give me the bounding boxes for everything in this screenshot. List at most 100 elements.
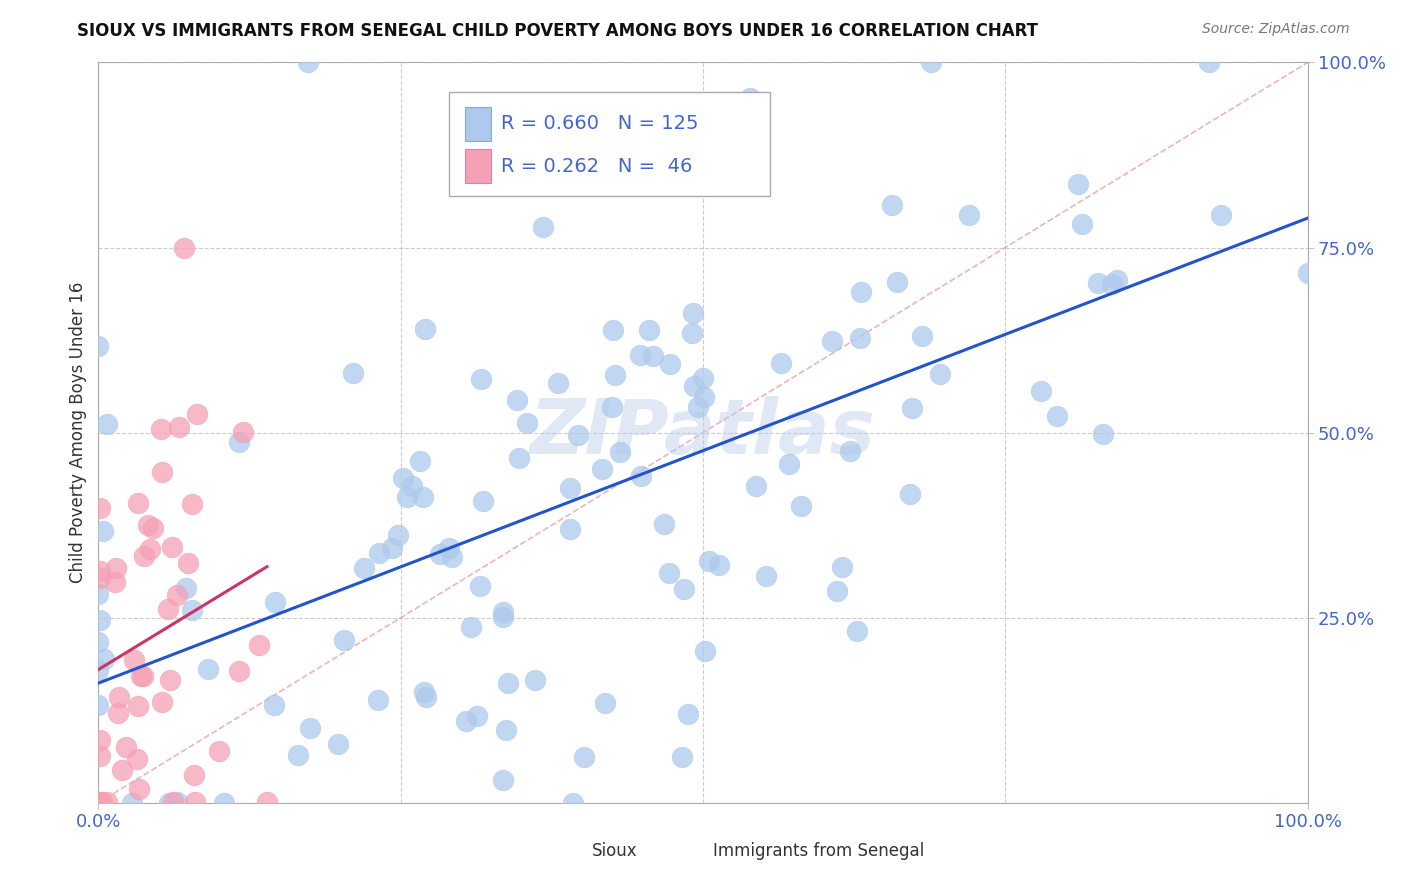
Point bbox=[183, 768, 205, 782]
Point bbox=[353, 561, 375, 575]
Point bbox=[652, 516, 675, 531]
Point bbox=[1067, 178, 1090, 192]
Point bbox=[89, 613, 111, 627]
Point bbox=[87, 587, 110, 601]
Point bbox=[508, 451, 530, 466]
Point bbox=[89, 795, 111, 809]
Point bbox=[166, 795, 188, 809]
Y-axis label: Child Poverty Among Boys Under 16: Child Poverty Among Boys Under 16 bbox=[69, 282, 87, 583]
Point bbox=[87, 664, 110, 678]
Point bbox=[778, 457, 800, 471]
Point bbox=[683, 379, 706, 393]
Point bbox=[132, 669, 155, 683]
Point bbox=[495, 723, 517, 738]
Point bbox=[89, 748, 111, 763]
Point bbox=[671, 750, 693, 764]
Point bbox=[929, 367, 952, 381]
Point bbox=[562, 796, 585, 810]
Point bbox=[467, 708, 489, 723]
Point bbox=[197, 662, 219, 676]
Point bbox=[89, 795, 111, 809]
Point bbox=[299, 721, 322, 735]
Point bbox=[472, 494, 495, 508]
Point bbox=[692, 370, 714, 384]
Point bbox=[89, 571, 111, 585]
Point bbox=[111, 763, 134, 777]
Point bbox=[333, 632, 356, 647]
Point bbox=[297, 55, 319, 70]
Point bbox=[87, 796, 110, 810]
Bar bbox=[465, 150, 492, 183]
Point bbox=[609, 445, 631, 459]
Bar bbox=[465, 107, 492, 141]
Point bbox=[745, 478, 768, 492]
Text: Source: ZipAtlas.com: Source: ZipAtlas.com bbox=[1202, 22, 1350, 37]
Point bbox=[167, 420, 190, 434]
Point bbox=[593, 696, 616, 710]
Point bbox=[263, 698, 285, 712]
Point bbox=[413, 321, 436, 335]
Point bbox=[846, 624, 869, 639]
Point bbox=[160, 540, 183, 554]
Point bbox=[492, 773, 515, 788]
Point bbox=[603, 368, 626, 383]
Point bbox=[901, 401, 924, 415]
Point bbox=[232, 425, 254, 439]
Point bbox=[920, 55, 942, 70]
Point bbox=[180, 497, 202, 511]
Point bbox=[367, 693, 389, 707]
Point bbox=[637, 323, 659, 337]
Point bbox=[630, 468, 652, 483]
Point bbox=[115, 739, 138, 754]
Point bbox=[707, 558, 730, 573]
Point bbox=[121, 796, 143, 810]
Point bbox=[682, 306, 704, 320]
Point bbox=[287, 747, 309, 762]
Point bbox=[524, 673, 547, 687]
Point bbox=[256, 795, 278, 809]
Point bbox=[693, 644, 716, 658]
Point bbox=[87, 796, 110, 810]
Point bbox=[440, 550, 463, 565]
Point bbox=[89, 564, 111, 578]
Point bbox=[681, 326, 703, 341]
Circle shape bbox=[675, 841, 707, 861]
Point bbox=[87, 339, 110, 353]
Point bbox=[849, 285, 872, 299]
Point bbox=[825, 583, 848, 598]
Point bbox=[516, 416, 538, 430]
Point bbox=[415, 690, 437, 704]
Point bbox=[911, 329, 934, 343]
Point bbox=[492, 610, 515, 624]
Point bbox=[460, 620, 482, 634]
Point bbox=[104, 561, 127, 575]
Point bbox=[150, 695, 173, 709]
Point bbox=[849, 331, 872, 345]
Point bbox=[136, 517, 159, 532]
Text: Immigrants from Senegal: Immigrants from Senegal bbox=[713, 842, 924, 860]
Point bbox=[790, 500, 813, 514]
Point bbox=[150, 422, 173, 436]
Point bbox=[342, 366, 364, 380]
Point bbox=[89, 733, 111, 747]
Point bbox=[228, 665, 250, 679]
Point bbox=[142, 521, 165, 535]
Point bbox=[429, 547, 451, 561]
Point bbox=[134, 549, 156, 563]
Text: SIOUX VS IMMIGRANTS FROM SENEGAL CHILD POVERTY AMONG BOYS UNDER 16 CORRELATION C: SIOUX VS IMMIGRANTS FROM SENEGAL CHILD P… bbox=[77, 22, 1038, 40]
Point bbox=[1031, 384, 1053, 398]
Point bbox=[769, 356, 792, 370]
Point bbox=[184, 795, 207, 809]
Point bbox=[1209, 208, 1232, 222]
Point bbox=[104, 575, 127, 590]
Point bbox=[157, 602, 180, 616]
Point bbox=[506, 393, 529, 408]
Point bbox=[547, 376, 569, 391]
Point bbox=[263, 595, 285, 609]
Circle shape bbox=[554, 841, 586, 861]
Point bbox=[659, 357, 682, 371]
Point bbox=[454, 714, 477, 729]
Point bbox=[470, 372, 492, 386]
Point bbox=[1091, 426, 1114, 441]
Point bbox=[87, 634, 110, 648]
